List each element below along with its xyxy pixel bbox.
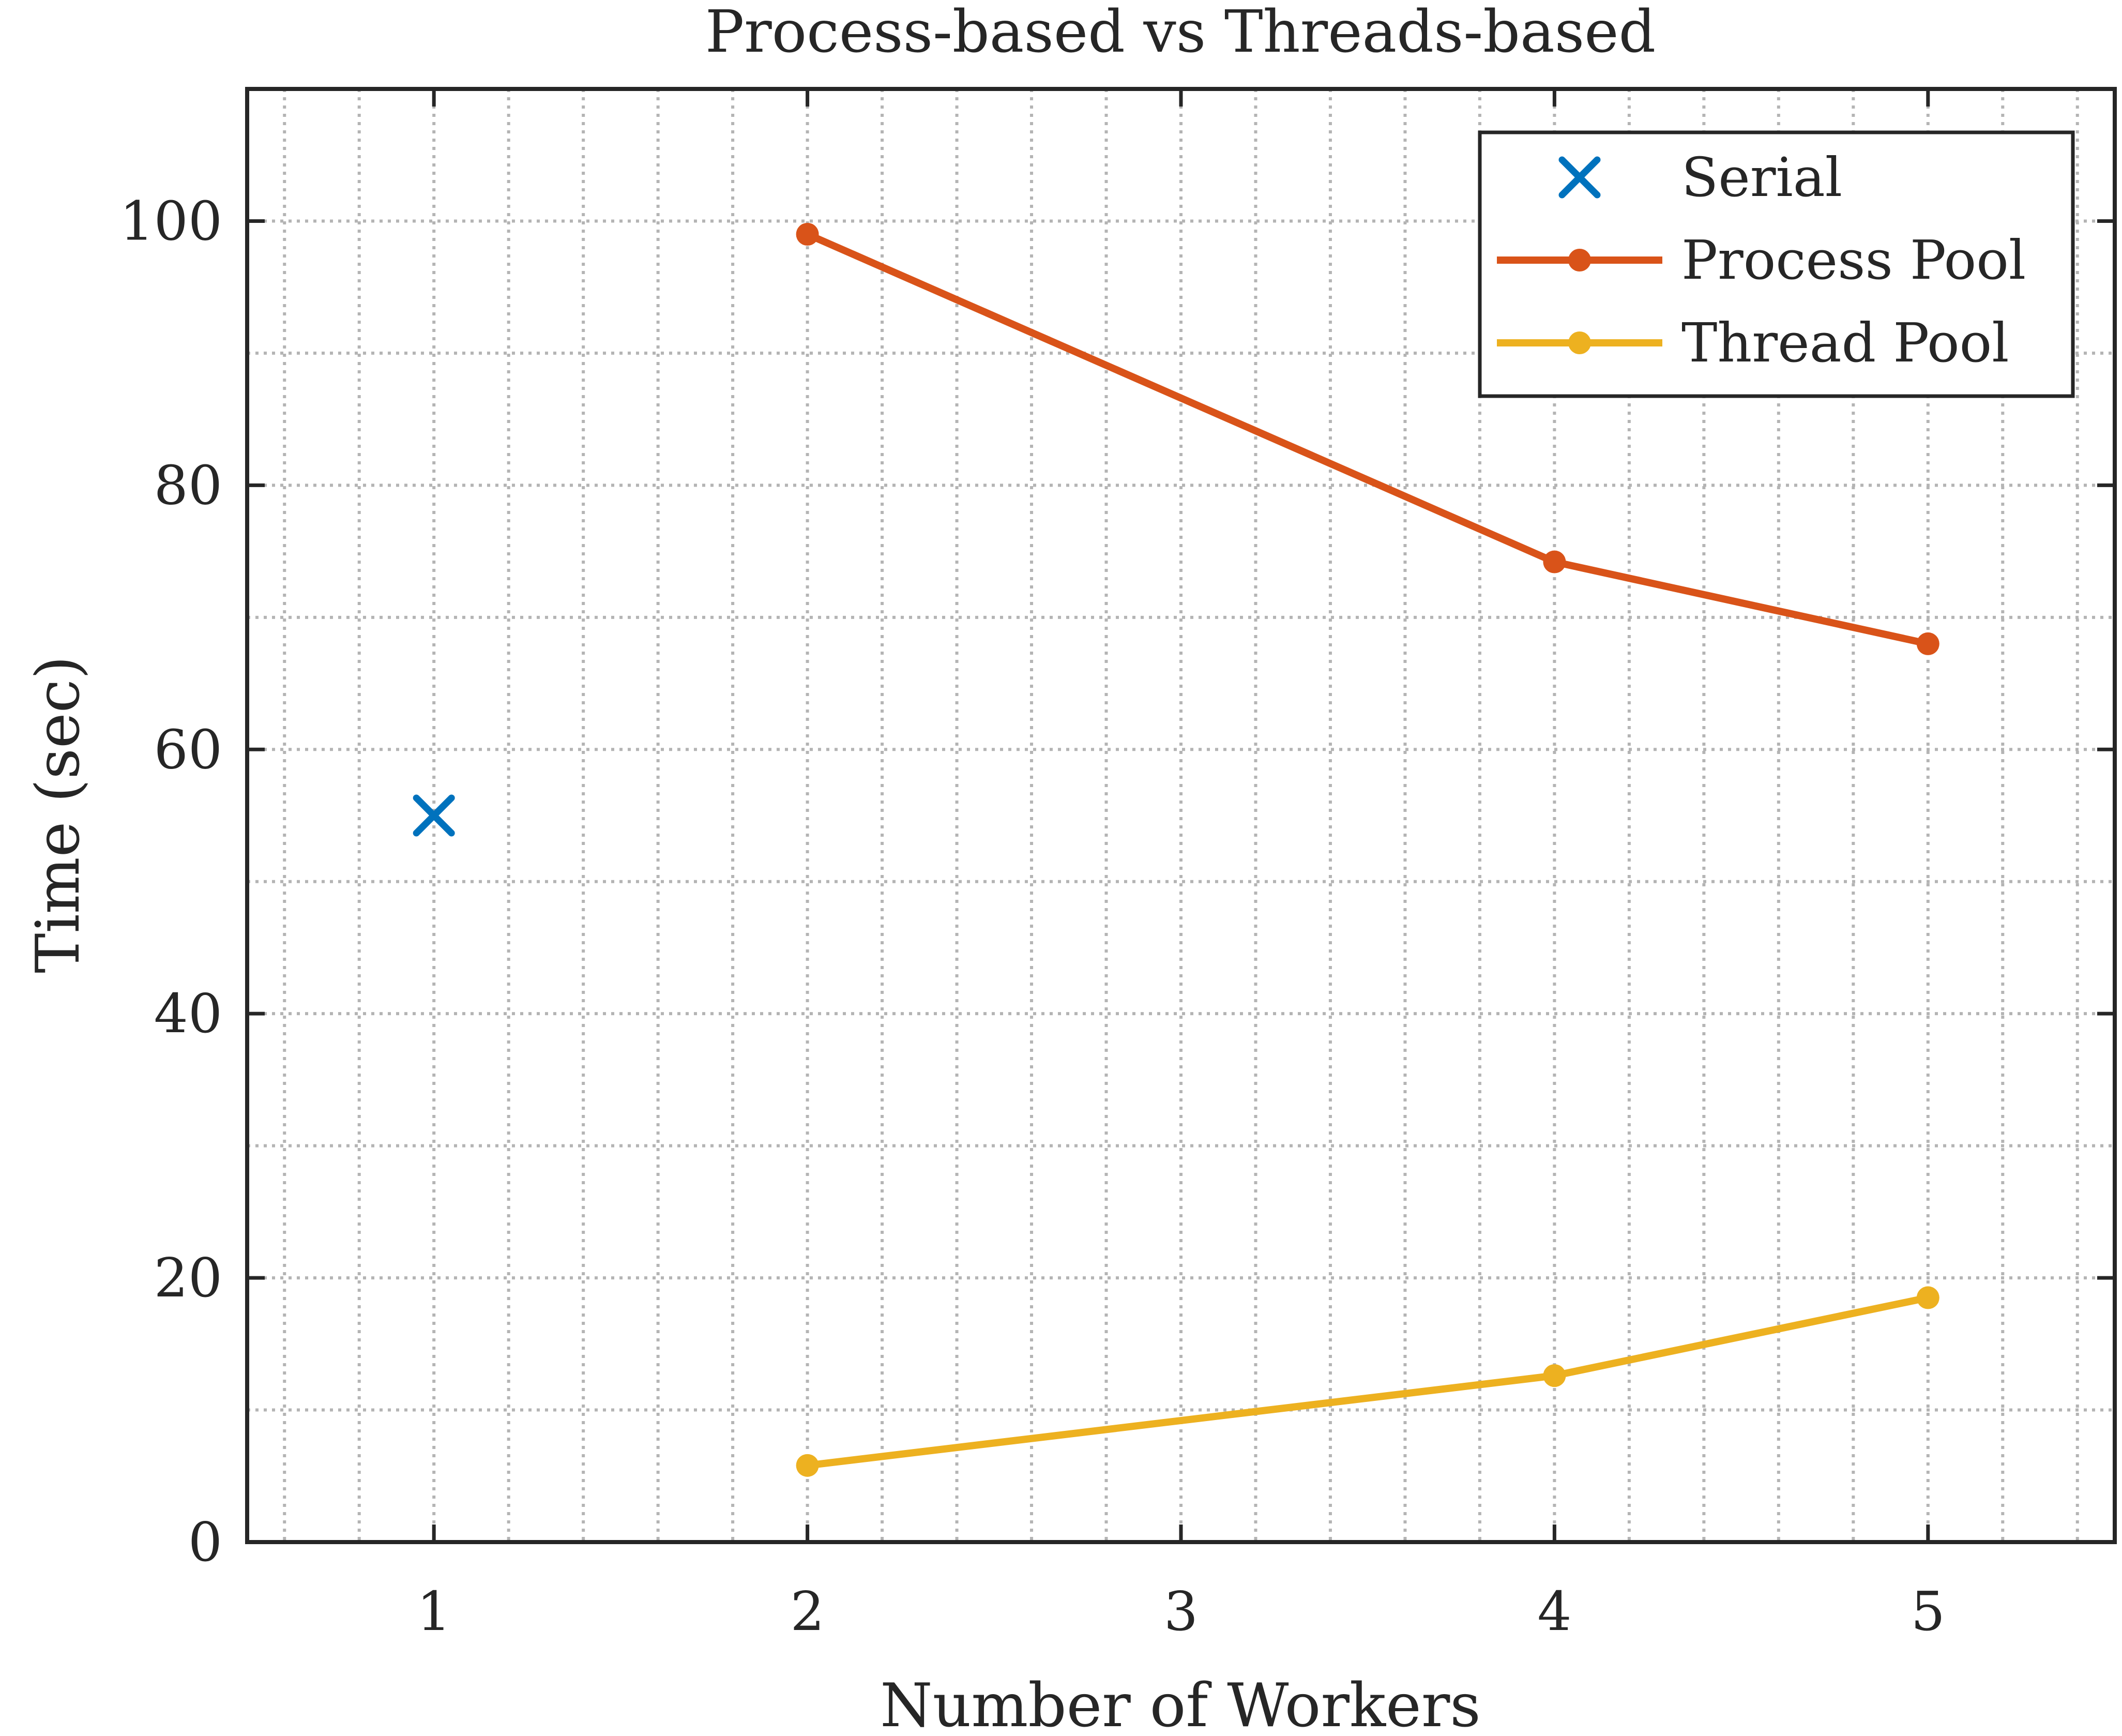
x-tick-label: 1 [417,1580,451,1643]
series-thread-pool [796,1286,1939,1477]
chart-title: Process-based vs Threads-based [705,0,1656,66]
legend-entry: Thread Pool [1497,311,2009,374]
legend-marker [1558,156,1601,199]
legend-entry: Process Pool [1497,229,2026,292]
data-point [1916,632,1939,655]
y-tick-label: 80 [154,454,222,517]
data-point [796,223,819,246]
axis-ticks: 1 2 3 4 5 0 20 40 60 80 100 [119,89,2115,1643]
legend-marker [1568,331,1591,354]
x-tick-label: 3 [1164,1580,1198,1643]
legend-label: Serial [1681,146,1842,209]
legend-entry: Serial [1558,146,1842,209]
legend: Serial Process Pool Thread Pool [1478,130,2075,398]
series-process-pool [796,223,1939,655]
y-axis-label: Time (sec) [23,656,93,973]
legend-label: Process Pool [1681,229,2026,292]
x-tick-label: 2 [791,1580,825,1643]
data-point-x-marker [413,794,455,837]
y-tick-label: 0 [188,1511,222,1574]
y-tick-label: 100 [119,189,222,252]
x-tick-label: 5 [1911,1580,1945,1643]
x-marker-stroke [413,794,455,837]
x-axis-label: Number of Workers [880,1671,1481,1736]
y-tick-label: 40 [154,982,222,1045]
data-point [1543,550,1566,573]
y-tick-label: 20 [154,1246,222,1309]
data-point [796,1454,819,1477]
x-tick-label: 4 [1537,1580,1571,1643]
data-point [1916,1286,1939,1309]
legend-entries: Serial Process Pool Thread Pool [1497,146,2026,374]
series-serial [413,794,455,837]
series-layer [413,223,1939,1477]
y-tick-label: 60 [154,718,222,781]
legend-label: Thread Pool [1681,311,2009,374]
data-point [1543,1364,1566,1387]
legend-marker [1568,249,1591,271]
